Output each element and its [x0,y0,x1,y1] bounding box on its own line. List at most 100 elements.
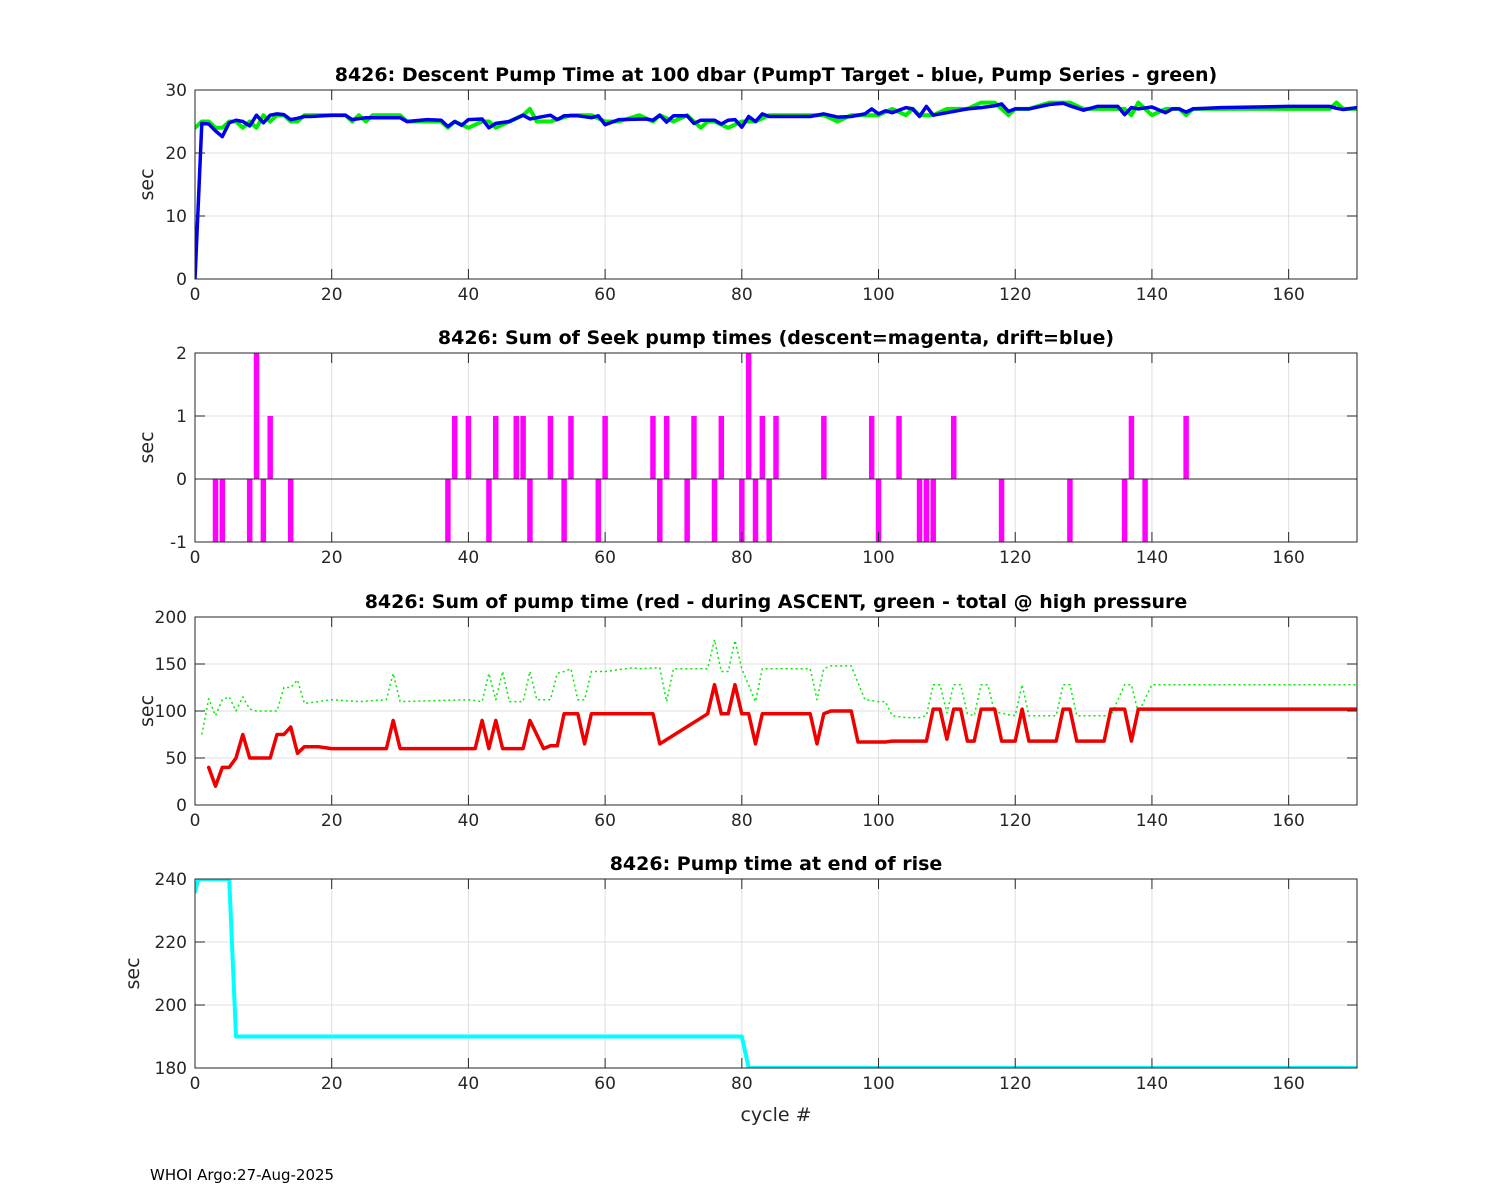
bar-descent [260,479,267,542]
bar-descent [739,479,745,542]
series-group [212,353,1189,542]
bar-descent [657,479,663,542]
bar-descent [602,416,608,479]
chart-title: 8426: Sum of Seek pump times (descent=ma… [438,327,1114,349]
chart-panel-4: 0 20 40 60 80 100 120 140 160 180 200 220 240 8426: P… [122,853,1358,1126]
x-tick-label: 20 [321,285,343,305]
bar-descent [212,479,219,542]
series-line-1 [195,879,1357,1068]
x-tick-label: 0 [190,1074,201,1094]
bar-descent [930,479,936,542]
x-tick-label: 40 [458,1074,480,1094]
y-tick-label: 1 [176,407,187,427]
bar-descent [759,416,766,479]
x-tick-label: 40 [458,285,480,305]
bar-descent [745,353,752,479]
y-tick-label: 0 [176,270,187,290]
bar-descent [486,479,492,542]
x-tick-label: 160 [1272,285,1304,305]
series-group [195,100,1357,279]
y-tick-label: 30 [165,81,187,101]
series-group [195,879,1357,1068]
y-tick-label: 200 [155,608,187,628]
x-tick-label: 140 [1136,1074,1168,1094]
bar-descent [246,479,253,542]
bar-descent [663,416,670,479]
plot-frame [194,352,1358,543]
y-axis-label: sec [136,431,158,463]
x-tick-label: 40 [458,548,480,568]
y-tick-label: 50 [165,749,187,769]
bar-descent [253,353,260,479]
x-tick-label: 80 [731,285,753,305]
x-tick-label: 20 [321,1074,343,1094]
chart-panel-1: 0 20 40 60 80 100 120 140 160 0 10 20 30 8426: Descen… [136,64,1358,305]
x-tick-label: 140 [1136,548,1168,568]
y-tick-label: 10 [165,207,187,227]
y-axis-label: sec [136,695,158,727]
x-axis-label: cycle # [740,1104,811,1126]
bar-descent [493,416,499,479]
x-tick-label: 60 [594,548,616,568]
x-tick-label: 100 [862,1074,894,1094]
bar-descent [691,416,697,479]
series-line-2 [206,682,1357,788]
x-tick-label: 20 [321,548,343,568]
x-tick-label: 80 [731,548,753,568]
bar-descent [998,479,1005,542]
y-tick-label: 150 [155,655,187,675]
x-tick-label: 60 [594,1074,616,1094]
bar-descent [916,479,923,542]
series-line-2 [195,101,1357,279]
bar-descent [766,479,772,542]
bar-descent [547,416,554,479]
x-tick-label: 0 [190,811,201,831]
bar-descent [923,479,930,542]
y-tick-label: 20 [165,144,187,164]
bar-descent [595,479,602,542]
x-tick-label: 80 [731,811,753,831]
x-tick-label: 120 [999,811,1031,831]
bar-descent [520,416,526,479]
bar-descent [513,416,519,479]
x-tick-label: 60 [594,811,616,831]
y-tick-label: 180 [155,1059,187,1079]
bar-descent [287,479,294,542]
bar-descent [773,416,779,479]
chart-title: 8426: Sum of pump time (red - during ASC… [365,591,1188,613]
y-tick-label: 0 [176,470,187,490]
plot-area [195,90,1357,279]
bar-descent [219,479,226,542]
x-tick-label: 120 [999,1074,1031,1094]
y-tick-label: 100 [155,702,187,722]
bar-descent [452,416,458,479]
bar-descent [684,479,690,542]
x-tick-label: 120 [999,285,1031,305]
y-tick-label: 0 [176,796,187,816]
bar-descent [711,479,718,542]
plot-frame [194,89,1358,280]
plot-area [195,879,1357,1068]
footer-label: WHOI Argo:27-Aug-2025 [150,1166,335,1184]
x-tick-label: 80 [731,1074,753,1094]
y-tick-label: 220 [155,933,187,953]
x-tick-label: 60 [594,285,616,305]
x-tick-label: 20 [321,811,343,831]
chart-title: 8426: Descent Pump Time at 100 dbar (Pum… [335,64,1218,86]
y-tick-label: 2 [176,344,187,364]
x-tick-label: 160 [1272,1074,1304,1094]
x-tick-label: 100 [862,811,894,831]
bar-descent [821,416,827,479]
bar-descent [568,416,574,479]
x-tick-label: 40 [458,811,480,831]
chart-panel-3: 0 20 40 60 80 100 120 140 160 0 50 100 150 200 8426: S… [136,591,1358,831]
bar-descent [650,416,656,479]
x-tick-label: 160 [1272,548,1304,568]
bar-descent [1128,416,1135,479]
x-tick-label: 0 [190,548,201,568]
x-tick-label: 140 [1136,285,1168,305]
bar-descent [445,479,451,542]
bar-descent [868,416,875,479]
bar-descent [465,416,472,479]
